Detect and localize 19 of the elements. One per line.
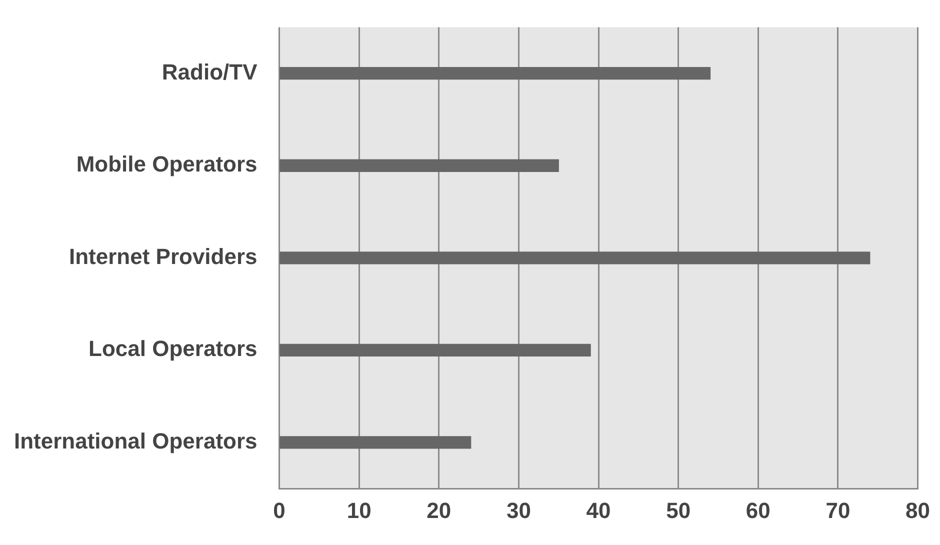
y-tick-label: International Operators [14,428,258,454]
y-tick-label: Local Operators [88,336,258,362]
y-tick-label: Radio/TV [162,59,258,84]
x-tick-label: 80 [906,498,930,523]
bar [280,67,711,80]
bar [280,344,591,357]
bar [280,436,472,449]
x-tick-label: 20 [426,498,452,523]
x-tick-label: 70 [826,498,850,523]
x-tick-label: 10 [346,498,372,523]
x-tick-label: 30 [506,498,531,523]
y-tick-label: Internet Providers [68,244,258,269]
x-tick-label: 60 [746,498,770,523]
x-tick-label: 40 [586,498,611,523]
bar [280,252,870,264]
x-tick-label: 0 [273,498,286,523]
y-tick-label: Mobile Operators [76,152,258,177]
bar [280,159,559,172]
x-tick-label: 50 [666,498,691,523]
